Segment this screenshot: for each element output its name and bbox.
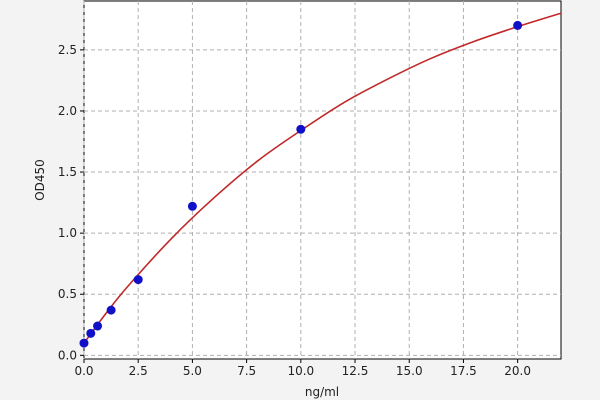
y-axis-label: OD450 [33, 159, 47, 201]
x-tick-label: 10.0 [287, 364, 314, 378]
x-axis: 0.0 2.5 5.0 7.5 10.0 12.5 15.0 17.5 20.0 [74, 359, 531, 378]
plot-area [83, 0, 562, 360]
y-tick-label: 0.0 [58, 348, 77, 362]
y-axis: 0.0 0.5 1.0 1.5 2.0 2.5 [58, 43, 84, 362]
data-point [86, 328, 96, 338]
data-point [93, 321, 103, 331]
y-tick-label: 1.0 [58, 226, 77, 240]
x-tick-label: 17.5 [450, 364, 477, 378]
data-point [187, 201, 197, 211]
data-point [296, 124, 306, 134]
x-axis-label: ng/ml [305, 385, 339, 399]
data-point [79, 338, 89, 348]
y-tick-label: 2.5 [58, 43, 77, 57]
data-point [513, 20, 523, 30]
grid [83, 1, 561, 359]
x-tick-label: 7.5 [237, 364, 256, 378]
data-point [106, 305, 116, 315]
x-tick-label: 12.5 [342, 364, 369, 378]
data-point [133, 275, 143, 285]
x-tick-label: 0.0 [74, 364, 93, 378]
x-tick-label: 15.0 [396, 364, 423, 378]
x-tick-label: 2.5 [129, 364, 148, 378]
x-tick-label: 20.0 [504, 364, 531, 378]
x-tick-label: 5.0 [183, 364, 202, 378]
data-points [79, 20, 523, 348]
y-tick-label: 1.5 [58, 165, 77, 179]
y-tick-label: 0.5 [58, 287, 77, 301]
y-tick-label: 2.0 [58, 104, 77, 118]
